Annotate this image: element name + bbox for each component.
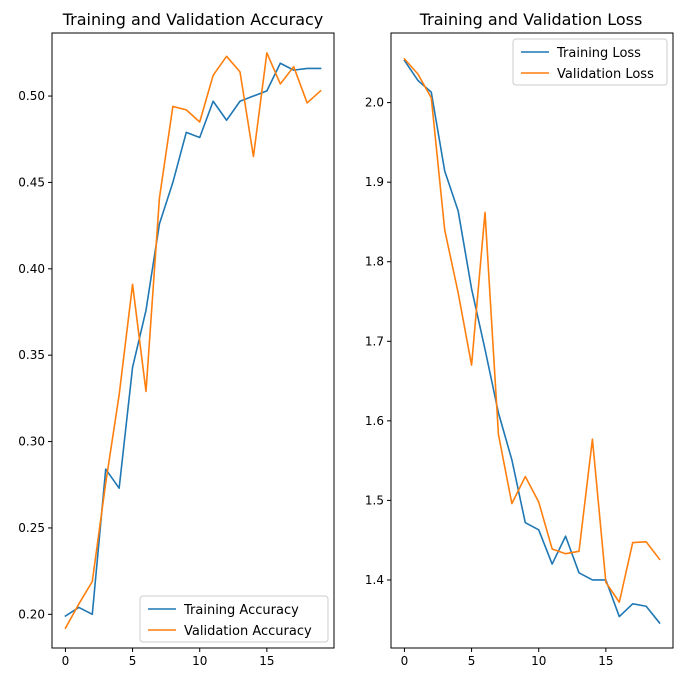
- accuracy-series-layer: [64, 52, 322, 630]
- accuracy-legend-label-0: Training Accuracy: [183, 603, 299, 618]
- accuracy-y-tick-label: 0.35: [18, 348, 45, 362]
- loss-y-ticks: 1.4 1.5 1.6 1.7 1.8 1.9 2.0: [365, 96, 391, 587]
- loss-legend-label-0: Training Loss: [556, 46, 641, 61]
- loss-plot-frame: [390, 32, 674, 649]
- loss-legend-box: [512, 38, 668, 86]
- loss-y-tick-label: 1.8: [365, 255, 384, 269]
- accuracy-y-tick-label: 0.30: [18, 435, 45, 449]
- loss-y-tick-label: 1.5: [365, 493, 384, 507]
- accuracy-x-tick-label: 15: [259, 654, 274, 668]
- accuracy-x-tick-label: 10: [192, 654, 207, 668]
- accuracy-chart: Training and Validation Accuracy 0 5 10 15 …: [18, 10, 335, 668]
- accuracy-y-tick-label: 0.50: [18, 89, 45, 103]
- loss-chart: Training and Validation Loss 0 5 10 15 1.41…: [365, 10, 674, 668]
- loss-series-line-0: [403, 59, 661, 625]
- accuracy-y-ticks: 0.20 0.25 0.30 0.35 0.40 0.45 0.50: [18, 89, 52, 621]
- accuracy-x-tick-label: 5: [129, 654, 137, 668]
- accuracy-y-tick-label: 0.40: [18, 262, 45, 276]
- accuracy-y-tick-label: 0.20: [18, 607, 45, 621]
- accuracy-legend: Training Accuracy Validation Accuracy: [139, 595, 329, 643]
- loss-x-tick-label: 10: [531, 654, 546, 668]
- loss-legend-label-1: Validation Loss: [557, 67, 654, 82]
- loss-chart-title: Training and Validation Loss: [419, 10, 643, 29]
- loss-legend: Training Loss Validation Loss: [512, 38, 668, 86]
- loss-series-layer: [403, 57, 661, 625]
- accuracy-x-ticks: 0 5 10 15: [62, 648, 274, 668]
- loss-y-tick-label: 1.6: [365, 414, 384, 428]
- loss-y-tick-label: 1.9: [365, 175, 384, 189]
- accuracy-chart-title: Training and Validation Accuracy: [62, 10, 324, 29]
- loss-series-line-1: [403, 57, 661, 604]
- loss-x-tick-label: 0: [401, 654, 409, 668]
- loss-x-tick-label: 15: [598, 654, 613, 668]
- loss-y-tick-label: 1.7: [365, 334, 384, 348]
- loss-x-tick-label: 5: [468, 654, 476, 668]
- loss-x-ticks: 0 5 10 15: [401, 648, 613, 668]
- accuracy-series-line-1: [64, 52, 322, 630]
- accuracy-plot-frame: [51, 32, 335, 649]
- accuracy-legend-label-1: Validation Accuracy: [184, 624, 312, 639]
- loss-y-tick-label: 1.4: [365, 573, 384, 587]
- loss-y-tick-label: 2.0: [365, 96, 384, 110]
- accuracy-legend-box: [139, 595, 329, 643]
- accuracy-x-tick-label: 0: [62, 654, 70, 668]
- accuracy-y-tick-label: 0.45: [18, 175, 45, 189]
- accuracy-y-tick-label: 0.25: [18, 521, 45, 535]
